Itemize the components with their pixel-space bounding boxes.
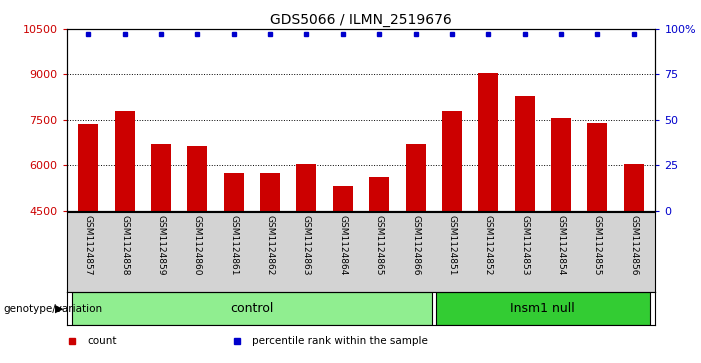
Bar [187,146,207,211]
Bar [624,164,644,211]
Text: GSM1124864: GSM1124864 [339,215,347,275]
Text: GSM1124858: GSM1124858 [121,215,129,275]
Text: GSM1124861: GSM1124861 [229,215,238,275]
Text: GSM1124855: GSM1124855 [593,215,601,275]
Text: GSM1124856: GSM1124856 [629,215,638,275]
Text: GSM1124866: GSM1124866 [411,215,420,275]
Text: percentile rank within the sample: percentile rank within the sample [252,337,428,346]
Text: GSM1124862: GSM1124862 [266,215,275,275]
Bar [478,73,498,211]
Text: Insm1 null: Insm1 null [510,302,575,315]
Text: GSM1124865: GSM1124865 [375,215,383,275]
Bar [115,111,135,211]
Text: control: control [231,302,273,315]
Title: GDS5066 / ILMN_2519676: GDS5066 / ILMN_2519676 [270,13,452,26]
Bar [442,111,462,211]
Text: count: count [87,337,116,346]
Bar [260,173,280,211]
Text: GSM1124852: GSM1124852 [484,215,493,275]
Text: GSM1124859: GSM1124859 [156,215,165,275]
Bar [369,177,389,211]
Bar [333,186,353,211]
Bar [224,173,244,211]
Bar [406,144,426,211]
Bar [551,118,571,211]
Bar [297,164,316,211]
Bar [515,95,535,211]
Text: ▶: ▶ [55,303,63,314]
Text: GSM1124860: GSM1124860 [193,215,202,275]
Text: GSM1124854: GSM1124854 [557,215,566,275]
Bar [435,292,650,325]
Text: GSM1124851: GSM1124851 [447,215,456,275]
Text: GSM1124863: GSM1124863 [302,215,311,275]
Text: GSM1124853: GSM1124853 [520,215,529,275]
Bar [79,124,98,211]
Bar [72,292,432,325]
Text: genotype/variation: genotype/variation [4,303,102,314]
Text: GSM1124857: GSM1124857 [84,215,93,275]
Bar [587,123,607,211]
Bar [151,144,171,211]
